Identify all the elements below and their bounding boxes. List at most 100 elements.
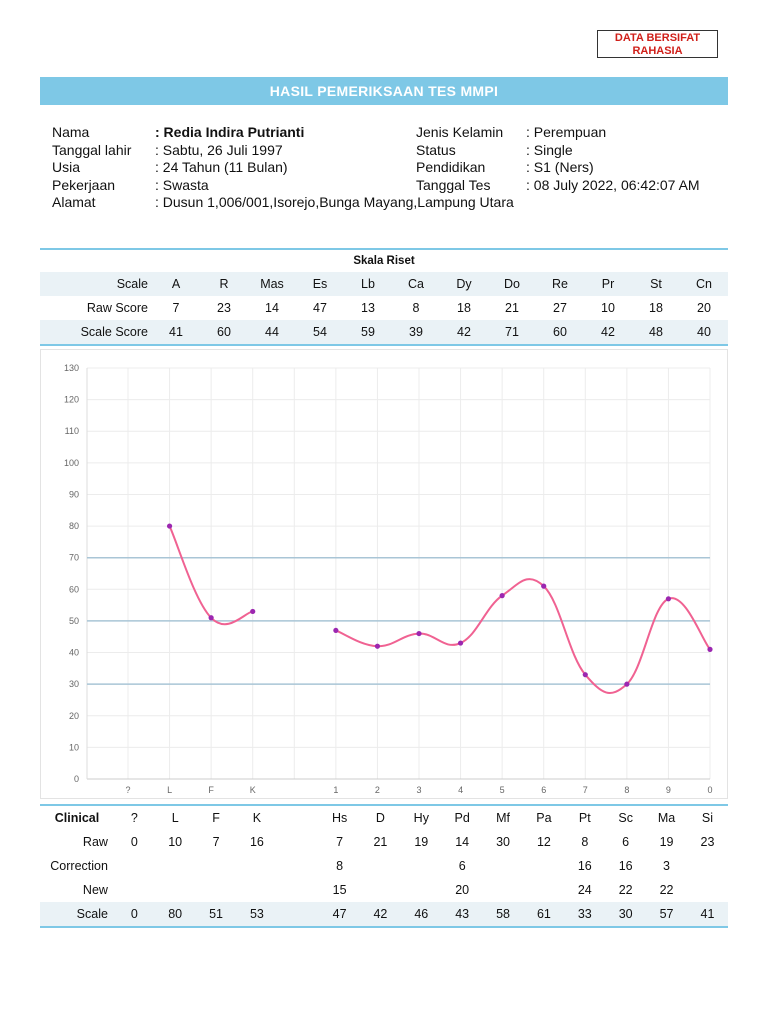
riset-raw-cell: 14	[265, 301, 279, 315]
data-point	[166, 523, 173, 529]
x-tick-label: 1	[333, 785, 338, 795]
patient-right-values: : Perempuan : Single : S1 (Ners) : 08 Ju…	[526, 124, 700, 194]
riset-h-cell: Lb	[344, 272, 392, 296]
mmpi-profile-chart: 0 10 20 30 40 50 60 70 80 90 100 110 120 130? L F K 1 2 3 4 5…	[40, 349, 728, 799]
clin-h-cell: Ma	[657, 811, 676, 825]
riset-h-cell: St	[632, 272, 680, 296]
clin-raw-cell: 6	[622, 835, 630, 849]
x-tick-label: 6	[541, 785, 546, 795]
clin-cor-cell	[196, 854, 237, 878]
clin-new-cell: 15	[332, 883, 347, 897]
x-tick-label: 5	[500, 785, 505, 795]
clinical-correction-row: Correction 8 6 16 16 3	[40, 854, 728, 878]
clin-h-cell: Clinical	[54, 811, 100, 825]
clin-h-cell: Pt	[578, 811, 591, 825]
label-pendidikan: Pendidikan	[416, 159, 486, 175]
clin-scale-cell: 43	[441, 902, 483, 927]
clinical-header-row: Clinical? L F K Hs D Hy Pd Mf Pa Pt Sc Ma Si	[40, 805, 728, 830]
clin-raw-cell: 14	[455, 835, 470, 849]
clin-h-cell: Pa	[536, 811, 552, 825]
riset-raw-cell: 27	[553, 301, 567, 315]
value-pendidikan: : S1 (Ners)	[526, 159, 594, 175]
clin-new-cell	[360, 878, 401, 902]
clin-raw-cell: 7	[212, 835, 220, 849]
clin-raw-cell: 8	[581, 835, 589, 849]
riset-scale-cell: 48	[632, 320, 680, 345]
label-pekerjaan: Pekerjaan	[52, 176, 116, 193]
value-tanggal-tes: : 08 July 2022, 06:42:07 AM	[526, 176, 700, 193]
clinical-table: Clinical? L F K Hs D Hy Pd Mf Pa Pt Sc Ma Si Raw 0 10 7 1…	[40, 804, 728, 928]
clin-cor-cell: 16	[577, 859, 592, 873]
clin-cor-cell: 3	[663, 859, 670, 873]
label-status: Status	[416, 141, 456, 158]
riset-h-cell: Dy	[440, 272, 488, 296]
clin-h-cell: Sc	[618, 811, 633, 825]
value-status: : Single	[526, 141, 573, 158]
clin-cor-cell	[483, 854, 524, 878]
riset-h-cell: Ca	[392, 272, 440, 296]
riset-h-cell: Do	[488, 272, 536, 296]
clin-new-cell	[401, 878, 442, 902]
riset-raw-cell: 47	[313, 301, 327, 315]
data-point	[416, 630, 422, 637]
data-point	[499, 593, 505, 599]
clin-new-cell	[236, 878, 277, 902]
x-tick-label: 4	[458, 785, 463, 795]
clin-new-cell: New	[82, 883, 108, 897]
value-jenis-kelamin: : Perempuan	[526, 124, 607, 140]
clin-new-cell: 24	[577, 883, 592, 897]
clin-scale-cell: 80	[154, 902, 196, 927]
riset-scale-cell: 59	[344, 320, 392, 345]
clin-new-cell: 22	[659, 883, 674, 897]
x-tick-label: L	[167, 785, 172, 795]
riset-scale-cell: 71	[488, 320, 536, 345]
data-point	[457, 640, 464, 646]
clin-new-cell	[155, 878, 196, 902]
riset-raw-cell: 23	[217, 301, 231, 315]
value-alamat: : Dusun 1,006/001,Isorejo,Bunga Mayang,L…	[155, 194, 514, 210]
riset-h-cell: Mas	[248, 272, 296, 296]
clin-raw-cell: 19	[414, 835, 429, 849]
clin-raw-cell: 30	[496, 835, 510, 849]
riset-h-cell: Re	[536, 272, 584, 296]
y-tick-label: 80	[69, 521, 79, 531]
clin-h-cell	[277, 805, 319, 830]
clin-h-cell: ?	[130, 811, 138, 825]
clin-new-cell	[114, 878, 155, 902]
clin-cor-cell	[114, 854, 155, 878]
x-tick-label: F	[208, 785, 214, 795]
clin-cor-cell: 16	[618, 859, 633, 873]
series-line-clinical	[335, 578, 711, 694]
riset-h-cell: Cn	[680, 272, 728, 296]
label-nama: Nama	[52, 124, 90, 140]
label-usia: Usia	[52, 159, 81, 175]
clin-h-cell: D	[375, 811, 385, 825]
clin-new-cell	[687, 878, 728, 902]
clin-raw-cell: 19	[659, 835, 674, 849]
x-tick-label: 0	[707, 785, 712, 795]
riset-scale-cell: 41	[152, 320, 200, 345]
x-tick-label: 8	[624, 785, 629, 795]
clin-cor-cell	[401, 854, 442, 878]
riset-raw-cell: 8	[412, 301, 420, 315]
clin-h-cell: L	[171, 811, 179, 825]
data-point	[250, 608, 256, 615]
clin-cor-cell	[360, 854, 401, 878]
clin-h-cell: Hs	[331, 811, 348, 825]
riset-h-cell: Scale	[40, 272, 152, 296]
clin-raw-cell: 7	[336, 835, 344, 849]
clinical-raw-row: Raw 0 10 7 16 7 21 19 14 30 12 8 6 19 23	[40, 830, 728, 854]
y-tick-label: 50	[69, 616, 79, 626]
clin-cor-cell	[155, 854, 196, 878]
x-tick-label: 2	[375, 785, 380, 795]
clin-scale-cell	[277, 902, 320, 927]
x-tick-label: 3	[416, 785, 421, 795]
y-tick-label: 20	[69, 711, 79, 721]
riset-raw-row: Raw Score 7 23 14 47 13 8 18 21 27 10 18 20	[40, 296, 728, 320]
riset-scale-cell: 44	[248, 320, 296, 345]
page-title: HASIL PEMERIKSAAN TES MMPI	[40, 77, 728, 105]
clin-cor-cell: Correction	[50, 859, 108, 873]
value-nama: : Redia Indira Putrianti	[155, 124, 305, 140]
data-point	[582, 672, 588, 678]
clin-h-cell: Pd	[454, 811, 470, 825]
